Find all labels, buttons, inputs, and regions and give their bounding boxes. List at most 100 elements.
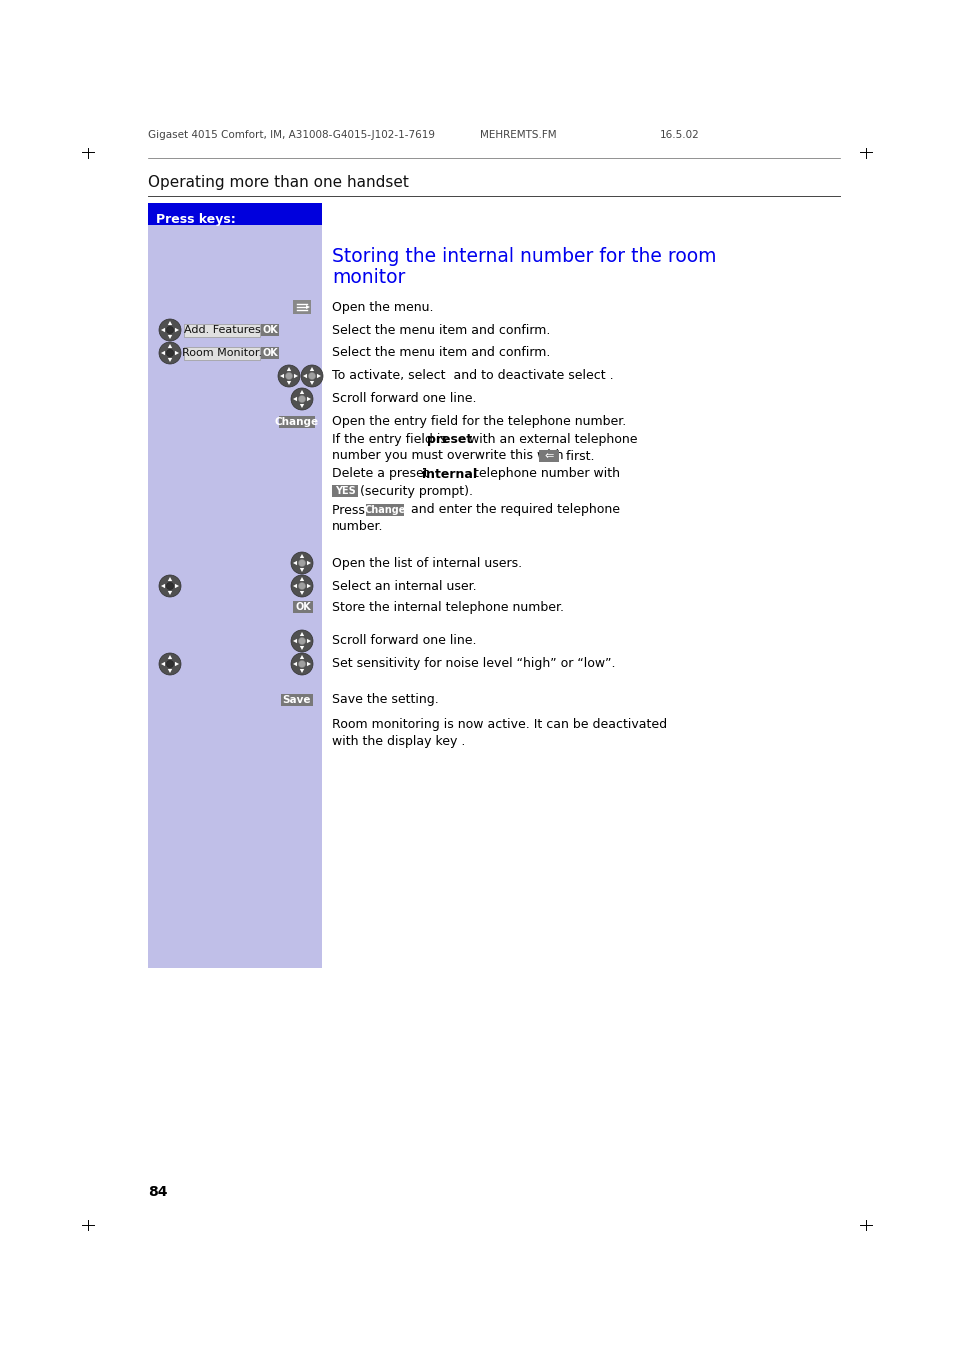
- Text: Change: Change: [274, 417, 318, 427]
- Circle shape: [298, 661, 305, 667]
- Bar: [538, 450, 558, 462]
- Polygon shape: [307, 584, 311, 588]
- Circle shape: [159, 653, 181, 676]
- Text: 16.5.02: 16.5.02: [659, 130, 699, 141]
- Polygon shape: [293, 662, 296, 666]
- Text: OK: OK: [262, 326, 277, 335]
- Text: Select the menu item and confirm.: Select the menu item and confirm.: [332, 346, 550, 359]
- Text: Open the list of internal users.: Open the list of internal users.: [332, 557, 521, 570]
- Text: OK: OK: [294, 603, 311, 612]
- Text: Select the menu item and confirm.: Select the menu item and confirm.: [332, 323, 550, 336]
- Polygon shape: [279, 374, 284, 378]
- Text: ⇐: ⇐: [544, 451, 553, 461]
- Bar: [148, 215, 322, 969]
- Text: YES: YES: [335, 486, 355, 496]
- Circle shape: [285, 373, 293, 380]
- Bar: [281, 694, 313, 707]
- Text: Save the setting.: Save the setting.: [332, 693, 438, 707]
- Polygon shape: [299, 655, 304, 659]
- Bar: [184, 346, 260, 359]
- Polygon shape: [161, 662, 165, 666]
- Polygon shape: [310, 367, 314, 372]
- Text: Open the entry field for the telephone number.: Open the entry field for the telephone n…: [332, 416, 625, 428]
- Polygon shape: [161, 351, 165, 355]
- Text: Store the internal telephone number.: Store the internal telephone number.: [332, 600, 563, 613]
- Polygon shape: [168, 322, 172, 326]
- Circle shape: [308, 373, 315, 380]
- Text: with an external telephone: with an external telephone: [464, 432, 637, 446]
- Circle shape: [298, 582, 305, 589]
- Polygon shape: [307, 397, 311, 401]
- Text: number.: number.: [332, 520, 383, 534]
- Polygon shape: [168, 345, 172, 349]
- Circle shape: [159, 319, 181, 340]
- Polygon shape: [299, 390, 304, 394]
- Text: and enter the required telephone: and enter the required telephone: [407, 504, 619, 516]
- Polygon shape: [168, 669, 172, 673]
- Text: internal: internal: [421, 467, 476, 481]
- Polygon shape: [299, 590, 304, 594]
- Circle shape: [291, 653, 313, 676]
- Polygon shape: [161, 328, 165, 332]
- Polygon shape: [307, 662, 311, 666]
- Text: Set sensitivity for noise level “high” or “low”.: Set sensitivity for noise level “high” o…: [332, 658, 615, 670]
- Circle shape: [291, 553, 313, 574]
- Text: Delete a preset: Delete a preset: [332, 467, 432, 481]
- Circle shape: [277, 365, 299, 386]
- Polygon shape: [174, 584, 179, 588]
- Bar: [148, 203, 322, 226]
- Circle shape: [298, 559, 305, 566]
- Polygon shape: [287, 381, 291, 385]
- Polygon shape: [168, 577, 172, 581]
- Circle shape: [167, 661, 173, 667]
- Polygon shape: [307, 561, 311, 565]
- Polygon shape: [293, 584, 296, 588]
- Polygon shape: [299, 404, 304, 408]
- Polygon shape: [293, 397, 296, 401]
- Circle shape: [301, 365, 323, 386]
- Text: Press: Press: [332, 504, 369, 516]
- Text: monitor: monitor: [332, 267, 405, 286]
- Polygon shape: [174, 351, 179, 355]
- Bar: [293, 601, 313, 613]
- Polygon shape: [168, 655, 172, 659]
- Circle shape: [167, 350, 173, 357]
- Text: To activate, select  and to deactivate select .: To activate, select and to deactivate se…: [332, 370, 613, 382]
- Circle shape: [167, 327, 173, 334]
- Text: Change: Change: [364, 505, 405, 515]
- Polygon shape: [306, 305, 310, 309]
- Bar: [366, 504, 403, 516]
- Text: Room Monitor.: Room Monitor.: [182, 349, 262, 358]
- Polygon shape: [310, 381, 314, 385]
- Bar: [278, 416, 314, 428]
- Bar: [293, 300, 311, 313]
- Circle shape: [159, 342, 181, 363]
- Text: Press keys:: Press keys:: [156, 213, 235, 226]
- Circle shape: [298, 638, 305, 644]
- Circle shape: [298, 396, 305, 403]
- Text: Select an internal user.: Select an internal user.: [332, 580, 476, 593]
- Text: Add. Features: Add. Features: [183, 326, 260, 335]
- Polygon shape: [293, 639, 296, 643]
- Polygon shape: [161, 584, 165, 588]
- Text: (security prompt).: (security prompt).: [359, 485, 473, 497]
- Polygon shape: [287, 367, 291, 372]
- Polygon shape: [168, 335, 172, 339]
- Polygon shape: [299, 632, 304, 636]
- Bar: [332, 485, 357, 497]
- Polygon shape: [299, 669, 304, 673]
- Polygon shape: [294, 374, 297, 378]
- Text: number you must overwrite this with: number you must overwrite this with: [332, 450, 563, 462]
- Text: 84: 84: [148, 1185, 168, 1198]
- Bar: [184, 323, 260, 336]
- Text: Storing the internal number for the room: Storing the internal number for the room: [332, 247, 716, 266]
- Text: with the display key .: with the display key .: [332, 735, 465, 748]
- Polygon shape: [299, 554, 304, 558]
- Text: Open the menu.: Open the menu.: [332, 300, 433, 313]
- Text: OK: OK: [262, 349, 277, 358]
- Circle shape: [167, 582, 173, 589]
- Text: first.: first.: [561, 450, 594, 462]
- Polygon shape: [299, 577, 304, 581]
- Text: MEHREMTS.FM: MEHREMTS.FM: [479, 130, 556, 141]
- Bar: [261, 324, 278, 336]
